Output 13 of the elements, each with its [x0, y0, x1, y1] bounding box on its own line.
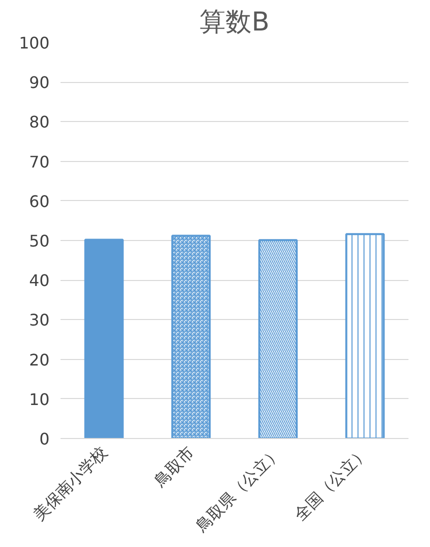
y-tick-label: 70 — [29, 152, 50, 172]
y-tick-label: 20 — [29, 350, 50, 370]
y-tick-label: 40 — [29, 271, 50, 290]
y-tick-label: 80 — [29, 112, 50, 132]
y-tick-label: 50 — [29, 232, 50, 250]
y-tick-label: 100 — [18, 34, 50, 52]
y-tick-label: 30 — [29, 310, 50, 330]
y-tick-label: 0 — [39, 430, 50, 448]
chart-title: 算数B — [200, 8, 270, 38]
y-tick-label: 90 — [29, 73, 50, 92]
y-tick-label: 10 — [29, 390, 50, 409]
y-tick-label: 60 — [29, 192, 50, 211]
x-tick-label: 全国（公立） — [290, 442, 372, 524]
